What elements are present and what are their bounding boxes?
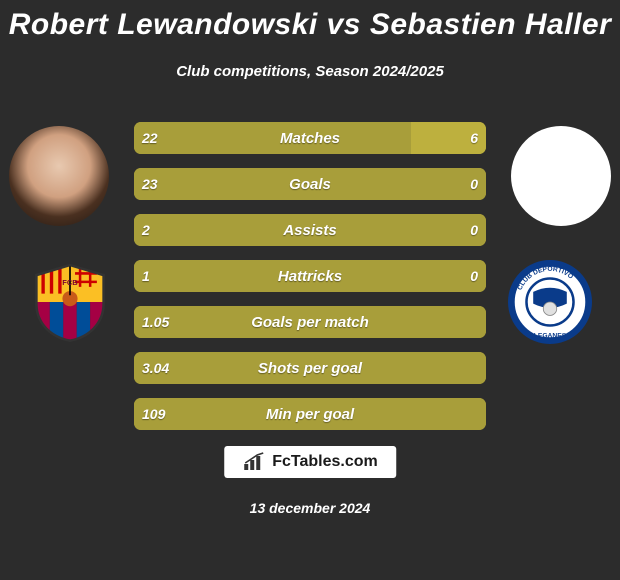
stat-value-left: 3.04: [142, 352, 169, 384]
player1-name: Robert Lewandowski: [9, 8, 318, 41]
player2-avatar: [511, 126, 611, 226]
stat-value-left: 1.05: [142, 306, 169, 338]
player2-name: Sebastien Haller: [370, 8, 611, 41]
page-title: Robert Lewandowski vs Sebastien Haller: [0, 8, 620, 42]
stat-label: Goals: [134, 168, 486, 200]
player1-avatar: [9, 126, 109, 226]
stat-label: Matches: [134, 122, 486, 154]
stat-bar: 109Min per goal: [134, 398, 486, 430]
fctables-text: FcTables.com: [272, 453, 378, 471]
stats-chart: 226Matches230Goals20Assists10Hattricks1.…: [134, 122, 486, 444]
stat-value-left: 22: [142, 122, 158, 154]
subtitle: Club competitions, Season 2024/2025: [0, 63, 620, 80]
player1-club-badge: FCB: [28, 260, 112, 344]
stat-label: Goals per match: [134, 306, 486, 338]
svg-text:LEGANES: LEGANES: [534, 332, 567, 339]
stat-value-right: 0: [470, 260, 478, 292]
stat-bar: 3.04Shots per goal: [134, 352, 486, 384]
stat-value-left: 109: [142, 398, 165, 430]
stat-value-right: 6: [470, 122, 478, 154]
fctables-icon: [242, 452, 268, 472]
stat-bar: 2 0Assists: [134, 214, 486, 246]
player2-club-badge: CLUB DEPORTIVO LEGANES: [508, 260, 592, 344]
stat-value-left: 23: [142, 168, 158, 200]
svg-text:FCB: FCB: [62, 278, 78, 287]
fctables-logo: FcTables.com: [224, 446, 396, 478]
stat-label: Hattricks: [134, 260, 486, 292]
stat-bar: 1 0Hattricks: [134, 260, 486, 292]
stat-label: Shots per goal: [134, 352, 486, 384]
stat-value-left: 1: [142, 260, 150, 292]
stat-label: Assists: [134, 214, 486, 246]
stat-bar: 23 0Goals: [134, 168, 486, 200]
stat-value-right: 0: [470, 214, 478, 246]
vs-text: vs: [327, 8, 370, 41]
stat-bar: 22 6Matches: [134, 122, 486, 154]
stat-value-right: 0: [470, 168, 478, 200]
date-text: 13 december 2024: [0, 500, 620, 516]
stat-value-left: 2: [142, 214, 150, 246]
stat-bar: 1.05Goals per match: [134, 306, 486, 338]
stat-label: Min per goal: [134, 398, 486, 430]
